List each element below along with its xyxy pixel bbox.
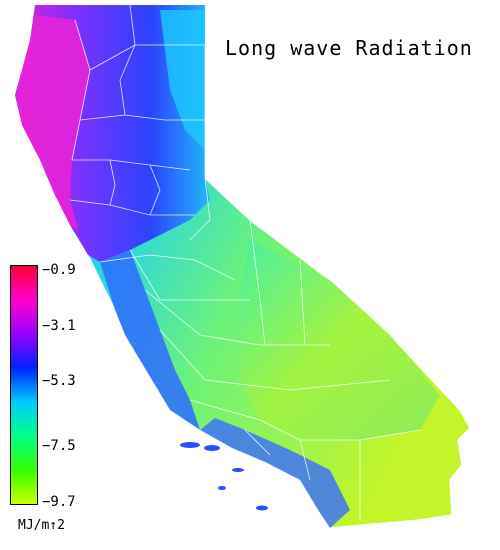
legend-colorbar [10,265,38,505]
desert-region [235,240,440,440]
north-coast-region [15,15,90,230]
channel-islands [180,442,268,511]
south-coast-region [200,418,350,528]
legend-unit: MJ/m↑2 [18,518,65,533]
legend-tick-4: −7.5 [42,438,76,454]
central-coast-region [100,250,200,430]
map-title: Long wave Radiation [225,36,473,60]
legend-tick-2: −3.1 [42,318,76,334]
legend-tick-1: −0.9 [42,262,76,278]
legend-tick-5: −9.7 [42,494,76,510]
legend-tick-3: −5.3 [42,373,76,389]
county-lines [69,4,421,520]
